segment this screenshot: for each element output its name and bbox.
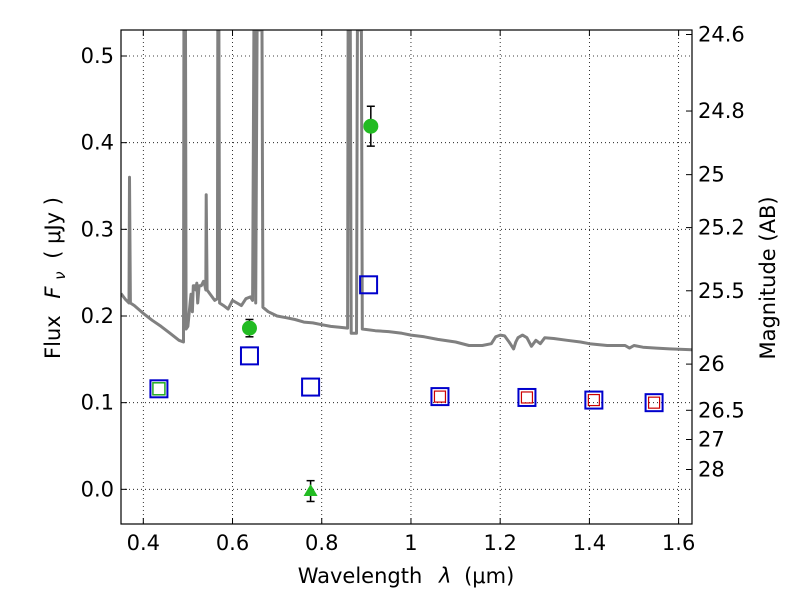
x-tick-label: 1.6 bbox=[662, 531, 695, 555]
y2-tick-label: 24.8 bbox=[698, 99, 745, 123]
y-tick-label: 0.5 bbox=[81, 44, 114, 68]
y-tick-label: 0.3 bbox=[81, 217, 114, 241]
y2-tick-label: 26.5 bbox=[698, 398, 745, 422]
y2-tick-label: 25.5 bbox=[698, 279, 745, 303]
model-flux-square bbox=[517, 387, 537, 407]
y-tick-label: 0.4 bbox=[81, 131, 114, 155]
red-open-square bbox=[520, 391, 534, 404]
sed-line bbox=[121, 30, 692, 352]
observed-flux-circle bbox=[241, 320, 257, 336]
x-tick-label: 1.4 bbox=[573, 531, 606, 555]
observed-flux-triangle bbox=[303, 484, 318, 496]
x-tick-label: 1 bbox=[404, 531, 417, 555]
plot-frame bbox=[120, 29, 693, 525]
red-open-square bbox=[587, 393, 600, 407]
y-axis-label: Flux F ν ( μJy ) bbox=[41, 197, 70, 359]
observed-flux-circle bbox=[363, 118, 379, 134]
y-axis-label-text: Flux bbox=[41, 315, 65, 359]
model-flux-square bbox=[644, 393, 664, 413]
y-axis-label-symbol: F bbox=[41, 286, 65, 299]
y2-tick-label: 24.6 bbox=[698, 23, 745, 47]
y2-tick-label: 25.2 bbox=[698, 216, 745, 240]
model-flux-square bbox=[301, 377, 321, 397]
y-axis-label-subscript: ν bbox=[51, 271, 69, 279]
red-open-square bbox=[433, 390, 447, 403]
red-open-square bbox=[647, 396, 661, 409]
y-tick-label: 0.1 bbox=[81, 391, 114, 415]
x-tick-label: 0.8 bbox=[305, 531, 338, 555]
x-tick-label: 0.6 bbox=[216, 531, 249, 555]
x-axis-label-unit: (μm) bbox=[464, 564, 514, 588]
y-tick-label: 0.2 bbox=[81, 304, 114, 328]
x-tick-label: 1.2 bbox=[483, 531, 516, 555]
x-axis-label-text: Wavelength bbox=[298, 564, 423, 588]
y-axis-label-unit: ( μJy ) bbox=[41, 197, 65, 259]
model-flux-square bbox=[149, 379, 169, 399]
sed-spectrum bbox=[121, 30, 692, 352]
y2-tick-label: 28 bbox=[698, 457, 725, 481]
y2-tick-label: 26 bbox=[698, 352, 725, 376]
axis-ticks: 0.4 0.6 0.8 1 1.2 1.4 1.6 0.0 0.1 0.2 0.3 0.4 0.5 24.… bbox=[81, 23, 745, 555]
photometry-markers bbox=[149, 105, 664, 503]
green-open-square bbox=[152, 382, 166, 396]
x-axis-label: Wavelength λ (μm) bbox=[298, 564, 515, 588]
y2-tick-label: 27 bbox=[698, 428, 725, 452]
y2-axis-label: Magnitude (AB) bbox=[756, 196, 780, 359]
x-tick-label: 0.4 bbox=[127, 531, 160, 555]
model-flux-square bbox=[584, 390, 604, 410]
model-flux-square bbox=[430, 387, 450, 407]
x-axis-label-symbol: λ bbox=[438, 564, 451, 588]
y-tick-label: 0.0 bbox=[81, 477, 114, 501]
y2-tick-label: 25 bbox=[698, 163, 725, 187]
model-flux-square bbox=[359, 275, 379, 295]
model-flux-square bbox=[239, 346, 259, 366]
